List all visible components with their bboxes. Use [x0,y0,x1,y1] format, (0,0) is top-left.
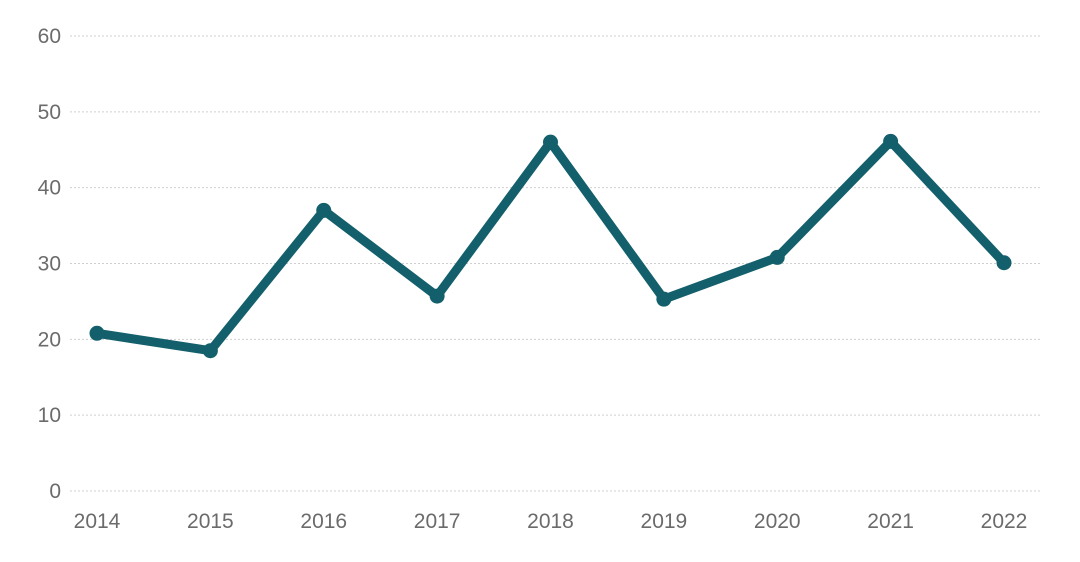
x-tick-label: 2017 [414,510,461,533]
y-tick-label: 30 [38,253,61,276]
data-point-2021 [883,133,899,149]
data-point-2014 [89,325,105,341]
data-point-2017 [429,288,445,304]
y-tick-label: 10 [38,404,61,427]
x-tick-label: 2016 [300,510,347,533]
x-tick-label: 2021 [867,510,914,533]
data-point-2016 [316,202,332,218]
y-tick-label: 0 [49,480,61,503]
y-tick-label: 50 [38,101,61,124]
data-point-2015 [202,343,218,359]
data-points [89,133,1012,359]
y-tick-label: 60 [38,25,61,48]
data-point-2018 [543,134,558,150]
series-line-group [92,136,1009,356]
series-line [92,136,1009,356]
x-tick-label: 2015 [187,510,234,533]
y-axis-tick-labels: 0 10 20 30 40 50 60 [38,25,61,503]
x-tick-label: 2018 [527,510,574,533]
y-tick-label: 20 [38,328,61,351]
data-point-2020 [769,249,785,265]
x-tick-label: 2019 [641,510,688,533]
x-tick-label: 2022 [981,510,1028,533]
x-tick-label: 2014 [74,510,121,533]
data-point-2022 [996,255,1012,271]
gridlines [70,35,1040,492]
data-point-2019 [656,291,672,307]
x-tick-label: 2020 [754,510,801,533]
x-axis-tick-labels: 2014 2015 2016 2017 2018 2019 2020 2021 2022 [74,510,1028,533]
y-tick-label: 40 [38,177,61,200]
